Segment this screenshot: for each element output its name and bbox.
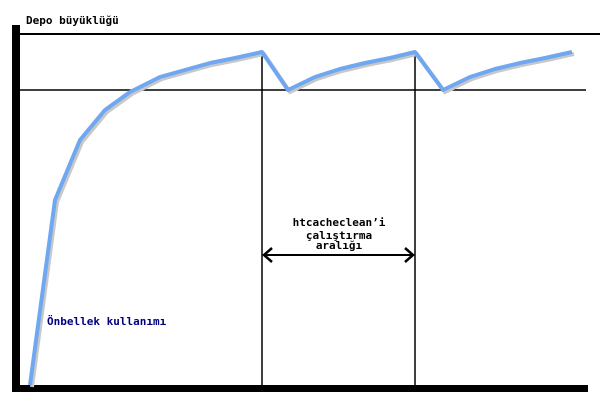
cache-usage-curve: [28, 50, 573, 386]
interval-label-line-3: aralığı: [316, 239, 363, 252]
arrow-head-right: [404, 247, 415, 263]
y-axis: [12, 25, 20, 392]
arrow-head-left: [262, 247, 273, 263]
x-axis: [12, 385, 588, 392]
interval-label-line-1: htcacheclean’i: [293, 216, 386, 229]
cache-usage-curve-shadow: [30, 51, 575, 388]
curve-label: Önbellek kullanımı: [47, 314, 167, 328]
y-axis-label: Depo büyüklüğü: [26, 14, 119, 27]
interval-label-line-2: çalıştırma: [306, 229, 372, 242]
